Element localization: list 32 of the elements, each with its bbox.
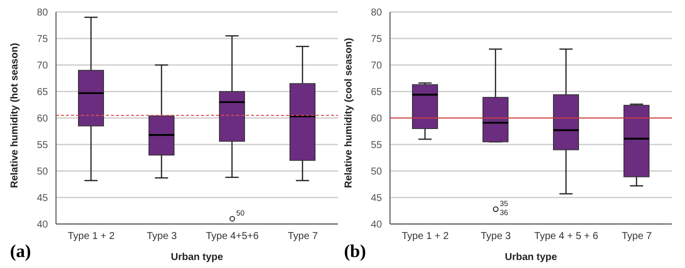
x-tick-label: Type 1 + 2: [68, 231, 116, 242]
x-axis-title: Urban type: [504, 252, 558, 263]
y-tick-label: 50: [36, 166, 48, 178]
x-tick-label: Type 4+5+6: [206, 231, 260, 242]
y-tick-label: 40: [36, 220, 48, 231]
y-tick-label: 80: [370, 8, 382, 19]
y-axis-title: Relative humidity (cool season): [344, 38, 355, 188]
y-tick-label: 75: [370, 34, 382, 46]
y-tick-label: 60: [36, 114, 48, 125]
y-tick-label: 60: [370, 114, 382, 125]
x-tick-label: Type 3: [146, 231, 178, 242]
y-tick-label: 80: [36, 8, 48, 19]
x-tick-label: Type 4 + 5 + 6: [534, 231, 599, 242]
y-tick-label: 50: [370, 166, 382, 178]
y-tick-label: 75: [36, 34, 48, 46]
y-tick-label: 55: [370, 140, 382, 152]
y-tick-label: 70: [36, 60, 48, 72]
x-axis-title: Urban type: [170, 252, 224, 263]
text: (a): [10, 241, 31, 262]
y-tick-label: 65: [36, 87, 48, 98]
x-tick-label: Type 1 + 2: [402, 231, 450, 242]
y-axis-title: Relative humidity (hot season): [10, 42, 21, 188]
x-tick-label: Type 7: [288, 231, 318, 242]
y-tick-label: 40: [370, 220, 382, 231]
y-tick-label: 65: [370, 87, 382, 98]
text: (b): [344, 241, 366, 262]
y-tick-label: 70: [370, 60, 382, 72]
x-tick-label: Type 3: [480, 231, 512, 242]
y-tick-label: 45: [370, 193, 382, 204]
y-tick-label: 55: [36, 140, 48, 152]
y-tick-label: 45: [36, 193, 48, 204]
x-tick-label: Type 7: [622, 231, 652, 242]
